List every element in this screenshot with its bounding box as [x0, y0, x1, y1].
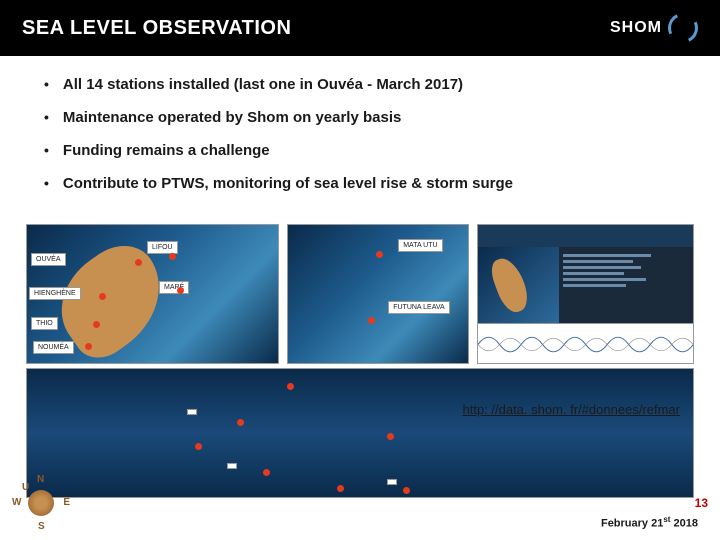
compass-e: E	[63, 497, 70, 508]
map-label: NOUMÉA	[33, 341, 74, 354]
station-dot-icon	[376, 251, 383, 258]
bullet-item: All 14 stations installed (last one in O…	[44, 76, 690, 93]
compass-emblem: N S E W U	[14, 476, 68, 530]
compass-center-icon	[28, 490, 54, 516]
station-dot-icon	[169, 253, 176, 260]
tide-chart	[478, 323, 693, 364]
data-link[interactable]: http: //data. shom. fr/#donnees/refmar	[462, 402, 680, 417]
map-wallis-futuna: MATA UTU FUTUNA LEAVA	[287, 224, 468, 364]
map-label: HIENGHÈNE	[29, 287, 81, 300]
info-line	[563, 260, 632, 263]
map-label	[387, 479, 397, 485]
station-dot-icon	[263, 469, 270, 476]
station-dot-icon	[93, 321, 100, 328]
station-dot-icon	[99, 293, 106, 300]
map-label: MARÉ	[159, 281, 189, 294]
map-label	[227, 463, 237, 469]
data-panel-header	[478, 225, 693, 247]
compass-n: N	[37, 474, 44, 485]
map-new-caledonia: OUVÉALIFOUHIENGHÈNEMARÉTHIONOUMÉA	[26, 224, 279, 364]
map-polynesia	[26, 368, 694, 498]
wave-icon	[478, 324, 693, 364]
map-row-bottom	[0, 368, 720, 498]
map-label: THIO	[31, 317, 58, 330]
compass-w: W	[12, 497, 21, 508]
shom-logo: SHOM	[610, 13, 698, 43]
station-dot-icon	[177, 287, 184, 294]
header-bar: SEA LEVEL OBSERVATION SHOM	[0, 0, 720, 56]
bullet-item: Maintenance operated by Shom on yearly b…	[44, 109, 690, 126]
map-label: OUVÉA	[31, 253, 66, 266]
info-line	[563, 272, 623, 275]
footer-date: February 21st 2018	[601, 515, 698, 530]
station-dot-icon	[387, 433, 394, 440]
bullet-item: Contribute to PTWS, monitoring of sea le…	[44, 175, 690, 192]
info-line	[563, 266, 641, 269]
map-label	[187, 409, 197, 415]
map-label: MATA UTU	[398, 239, 442, 252]
info-line	[563, 284, 626, 287]
station-dot-icon	[287, 383, 294, 390]
info-line	[563, 254, 651, 257]
mini-map	[478, 247, 560, 323]
compass-s: S	[38, 521, 45, 532]
data-panel-body	[478, 247, 693, 323]
map-row-top: OUVÉALIFOUHIENGHÈNEMARÉTHIONOUMÉA MATA U…	[0, 224, 720, 364]
data-info-block	[559, 247, 693, 323]
page-number: 13	[695, 496, 708, 510]
data-panel	[477, 224, 694, 364]
station-dot-icon	[135, 259, 142, 266]
station-dot-icon	[85, 343, 92, 350]
date-year: 2018	[670, 518, 698, 530]
station-dot-icon	[237, 419, 244, 426]
map-label: FUTUNA LEAVA	[388, 301, 449, 314]
station-dot-icon	[403, 487, 410, 494]
station-dot-icon	[368, 317, 375, 324]
info-line	[563, 278, 646, 281]
bullet-list: All 14 stations installed (last one in O…	[0, 56, 720, 218]
station-dot-icon	[195, 443, 202, 450]
page-title: SEA LEVEL OBSERVATION	[22, 17, 291, 40]
landmass-icon	[487, 254, 532, 316]
logo-ring-icon	[664, 9, 702, 47]
station-dot-icon	[337, 485, 344, 492]
logo-text: SHOM	[610, 19, 662, 37]
date-prefix: February 21	[601, 518, 663, 530]
bullet-item: Funding remains a challenge	[44, 142, 690, 159]
compass-u: U	[22, 482, 29, 493]
